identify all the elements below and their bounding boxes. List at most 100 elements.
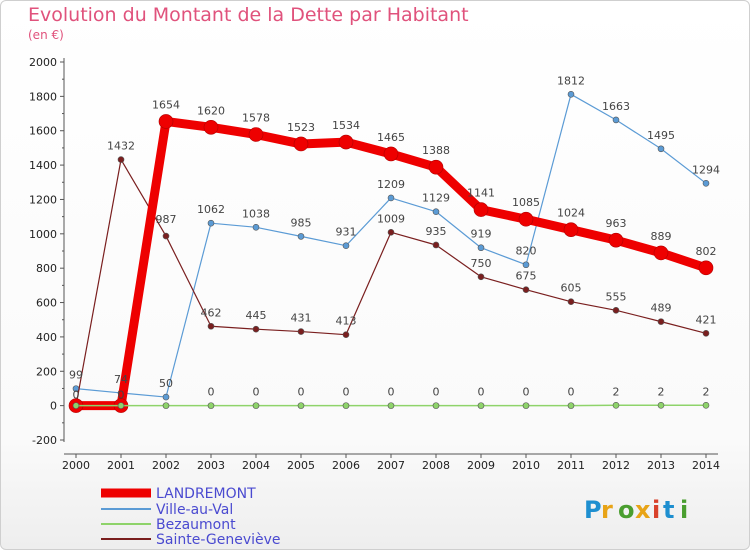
data-point (522, 286, 530, 293)
x-tick-label: 2002 (152, 459, 180, 472)
data-point (428, 159, 444, 175)
chart-subtitle: (en €) (28, 28, 64, 42)
x-tick-label: 2012 (602, 459, 630, 472)
data-label: 750 (471, 257, 492, 270)
data-label: 0 (478, 386, 485, 399)
data-label: 935 (426, 225, 447, 238)
data-label: 1038 (242, 207, 270, 220)
data-point (518, 211, 534, 227)
legend-label-0: LANDREMONT (156, 486, 256, 502)
x-tick-label: 2007 (377, 459, 405, 472)
data-label: 421 (696, 313, 717, 326)
data-point (653, 245, 669, 261)
x-tick-label: 2006 (332, 459, 360, 472)
data-point (477, 273, 485, 281)
data-point (158, 114, 174, 129)
data-point (248, 127, 264, 142)
data-point (342, 331, 350, 338)
data-point (117, 156, 125, 163)
x-tick-label: 2005 (287, 459, 315, 472)
data-point (293, 136, 309, 152)
data-point (162, 402, 170, 409)
data-point (207, 219, 215, 227)
data-label: 987 (156, 213, 177, 226)
x-tick-label: 2000 (62, 459, 90, 472)
data-point (567, 402, 575, 409)
logo-letter: x (635, 496, 651, 524)
data-point (657, 401, 665, 409)
data-label: 431 (291, 312, 312, 325)
y-tick-label: 1600 (29, 125, 57, 138)
x-tick-label: 2004 (242, 459, 270, 472)
data-label: 1663 (602, 100, 630, 113)
data-point (72, 402, 80, 409)
data-point (252, 402, 260, 409)
data-point (477, 244, 485, 252)
data-label: 99 (69, 369, 83, 382)
data-label: 0 (568, 386, 575, 399)
data-point (162, 232, 170, 240)
data-point (387, 194, 395, 202)
data-point (657, 145, 665, 153)
data-label: 1432 (107, 140, 135, 153)
x-tick-label: 2011 (557, 459, 585, 472)
y-tick-label: 2000 (29, 56, 57, 69)
data-label: 0 (523, 386, 530, 399)
logo-letter: P (584, 496, 602, 524)
data-label: 963 (606, 217, 627, 230)
x-tick-label: 2003 (197, 459, 225, 472)
y-tick-label: 400 (36, 331, 57, 344)
data-point (342, 242, 350, 249)
data-label: 1465 (377, 131, 405, 144)
data-point (338, 134, 354, 150)
data-point (702, 180, 710, 187)
data-label: 1129 (422, 192, 450, 205)
y-tick-label: 1000 (29, 228, 57, 241)
data-label: 1534 (332, 119, 360, 132)
x-tick-label: 2013 (647, 459, 675, 472)
x-tick-label: 2014 (692, 459, 720, 472)
data-point (207, 402, 215, 409)
data-label: 0 (208, 386, 215, 399)
data-label: 1141 (467, 187, 495, 200)
data-label: 1294 (692, 163, 720, 176)
data-point (608, 232, 624, 248)
data-label: 1009 (377, 212, 405, 225)
data-label: 985 (291, 216, 312, 229)
data-label: 919 (471, 228, 492, 241)
data-point (203, 119, 219, 135)
data-label: 1654 (152, 98, 180, 111)
data-label: 2 (703, 385, 710, 398)
data-point (567, 298, 575, 305)
data-point (297, 233, 305, 240)
legend-label-2: Bezaumont (156, 517, 236, 533)
data-label: 1388 (422, 144, 450, 157)
data-label: 889 (651, 230, 672, 243)
data-label: 0 (343, 386, 350, 399)
data-label: 1024 (557, 207, 585, 220)
legend-label-1: Ville-au-Val (156, 502, 233, 518)
data-label: 1062 (197, 203, 225, 216)
data-point (567, 91, 575, 98)
data-point (522, 261, 530, 269)
x-tick-label: 2001 (107, 459, 135, 472)
data-label: 0 (298, 386, 305, 399)
y-tick-label: 600 (36, 297, 57, 310)
legend-label-3: Sainte-Geneviève (156, 532, 281, 548)
logo-letter: i (680, 496, 688, 524)
data-point (702, 330, 710, 337)
logo-letter: o (618, 496, 635, 524)
data-label: 931 (336, 226, 357, 239)
data-label: 1812 (557, 74, 585, 87)
data-label: 74 (114, 373, 128, 386)
data-label: 0 (388, 386, 395, 399)
data-label: 1085 (512, 196, 540, 209)
data-label: 0 (253, 386, 260, 399)
y-tick-label: 1800 (29, 90, 57, 103)
y-tick-label: 1200 (29, 193, 57, 206)
data-point (702, 401, 710, 409)
data-point (162, 393, 170, 401)
data-label: 802 (696, 245, 717, 258)
